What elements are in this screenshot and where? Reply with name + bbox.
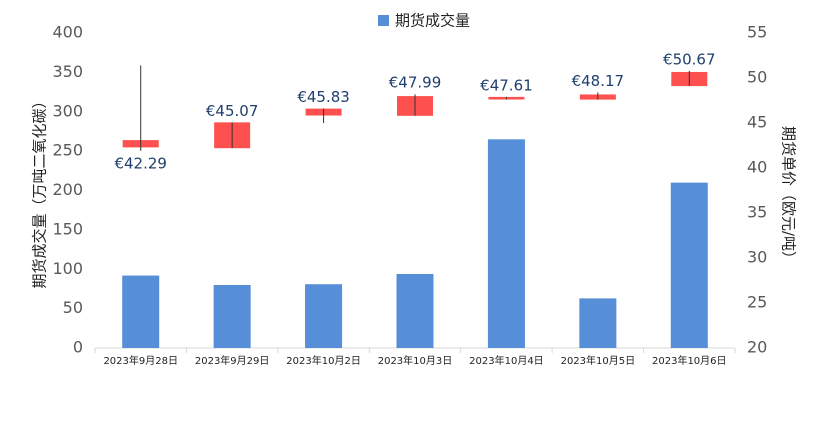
y2-axis-title: 期货单价（欧元/吨）	[780, 126, 798, 266]
y2-tick-label: 55	[747, 23, 767, 42]
y2-tick-label: 30	[747, 248, 767, 267]
y2-tick-label: 50	[747, 68, 767, 87]
y-tick-label: 100	[52, 259, 83, 278]
y-tick-label: 150	[52, 219, 83, 238]
x-tick-label: 2023年10月3日	[378, 354, 453, 367]
data-label: €42.29	[114, 154, 167, 172]
bar	[396, 273, 434, 348]
data-label: €47.99	[389, 74, 442, 92]
y-tick-label: 50	[63, 298, 83, 317]
y-tick-label: 0	[73, 338, 83, 357]
x-tick-label: 2023年9月28日	[103, 354, 178, 367]
y-tick-label: 300	[52, 101, 83, 120]
data-label: €50.67	[663, 50, 716, 68]
bar	[305, 284, 343, 348]
x-tick-label: 2023年10月2日	[286, 354, 361, 367]
y2-tick-label: 25	[747, 293, 767, 312]
bar	[670, 182, 708, 348]
bar	[579, 298, 617, 348]
x-tick-label: 2023年10月5日	[561, 354, 636, 367]
x-tick-label: 2023年9月29日	[195, 354, 270, 367]
data-label: €47.61	[480, 76, 533, 94]
data-label: €45.83	[297, 88, 350, 106]
bar	[213, 285, 251, 348]
y-axis-title: 期货成交量（万吨二氧化碳）	[31, 93, 49, 288]
y2-tick-label: 35	[747, 203, 767, 222]
data-label: €48.17	[572, 72, 625, 90]
bar	[122, 275, 160, 348]
y2-tick-label: 20	[747, 338, 767, 357]
y2-tick-label: 40	[747, 158, 767, 177]
x-tick-label: 2023年10月4日	[469, 354, 544, 367]
bar	[487, 139, 525, 348]
y-tick-label: 250	[52, 141, 83, 160]
data-label: €45.07	[206, 102, 259, 120]
y-tick-label: 350	[52, 62, 83, 81]
y-tick-label: 200	[52, 180, 83, 199]
x-tick-label: 2023年10月6日	[652, 354, 727, 367]
y2-tick-label: 45	[747, 113, 767, 132]
legend-label: 期货成交量	[395, 12, 470, 30]
legend-swatch	[378, 15, 389, 26]
y-tick-label: 400	[52, 23, 83, 42]
